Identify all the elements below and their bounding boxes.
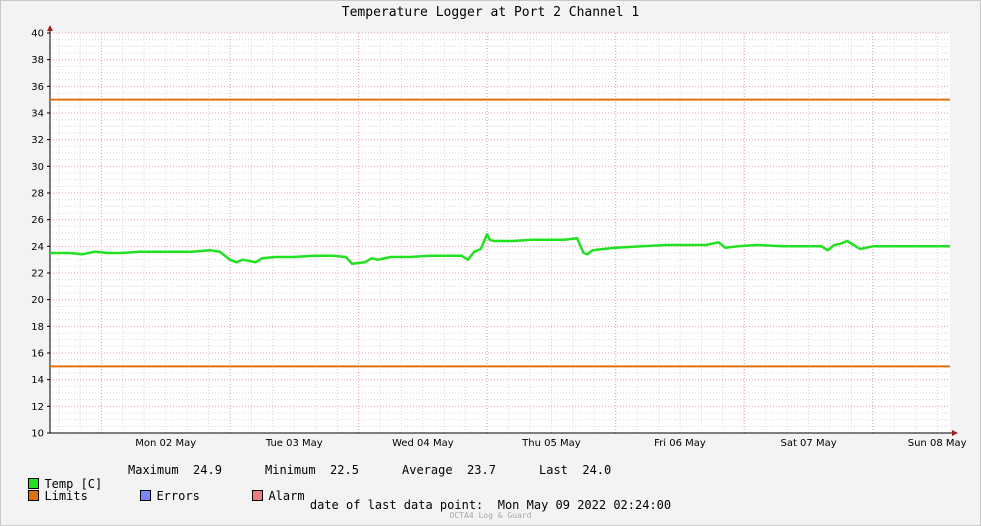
y-tick-label: 24: [31, 242, 44, 253]
x-tick-label: Sun 08 May: [908, 438, 967, 449]
chart-title: Temperature Logger at Port 2 Channel 1: [341, 5, 640, 20]
x-tick-label: Sat 07 May: [780, 438, 836, 449]
y-tick-label: 28: [31, 189, 44, 200]
legend-row-1: Temp [C]: [14, 463, 102, 491]
y-tick-label: 12: [31, 402, 44, 413]
last-point-value: Mon May 09 2022 02:24:00: [497, 498, 672, 512]
legend-alarm: Alarm: [238, 475, 305, 503]
x-tick-label: Fri 06 May: [654, 438, 706, 449]
temp-series-line: [50, 233, 950, 265]
limits-legend-label: Limits: [44, 489, 88, 503]
y-tick-label: 26: [31, 215, 44, 226]
temp-swatch: [28, 478, 40, 489]
y-tick-label: 34: [31, 109, 44, 120]
y-tick-label: 10: [31, 429, 44, 440]
maximum-value: 24.9: [193, 463, 222, 477]
errors-legend-label: Errors: [156, 489, 200, 503]
maximum-stat: Maximum 24.9: [128, 463, 222, 477]
y-tick-label: 38: [31, 55, 44, 66]
x-axis-arrow: [952, 430, 958, 436]
y-tick-label: 20: [31, 295, 44, 306]
last-value: 24.0: [582, 463, 612, 477]
maximum-label: Maximum: [128, 463, 179, 477]
y-tick-label: 18: [31, 322, 44, 333]
legend-errors: Errors: [126, 475, 200, 503]
x-tick-label: Thu 05 May: [521, 438, 581, 449]
temp-legend-label: Temp [C]: [44, 477, 103, 491]
minimum-value: 22.5: [330, 463, 359, 477]
average-stat: Average 23.7: [402, 463, 496, 477]
y-tick-label: 14: [31, 375, 44, 386]
y-tick-label: 22: [31, 269, 44, 280]
legend-limits: Limits: [14, 475, 88, 503]
last-data-point: date of last data point: Mon May 09 2022…: [0, 498, 981, 512]
x-tick-label: Mon 02 May: [135, 438, 196, 449]
credit-text: OCTA4 Log & Guard: [449, 511, 532, 520]
last-stat: Last 24.0: [539, 463, 611, 477]
minimum-label: Minimum: [265, 463, 316, 477]
minimum-stat: Minimum 22.5: [265, 463, 359, 477]
last-point-label: date of last data point:: [309, 498, 484, 512]
y-tick-label: 36: [31, 82, 44, 93]
y-tick-label: 40: [31, 29, 44, 40]
average-value: 23.7: [467, 463, 496, 477]
alarm-swatch: [252, 490, 264, 501]
errors-swatch: [140, 490, 152, 501]
y-tick-label: 32: [31, 135, 44, 146]
last-label: Last: [539, 463, 568, 477]
y-tick-label: 16: [31, 349, 44, 360]
limits-swatch: [28, 490, 40, 501]
y-axis-arrow: [47, 25, 53, 31]
x-tick-label: Tue 03 May: [265, 438, 323, 449]
x-tick-label: Wed 04 May: [392, 438, 454, 449]
alarm-legend-label: Alarm: [268, 489, 305, 503]
y-tick-label: 30: [31, 162, 44, 173]
average-label: Average: [402, 463, 453, 477]
